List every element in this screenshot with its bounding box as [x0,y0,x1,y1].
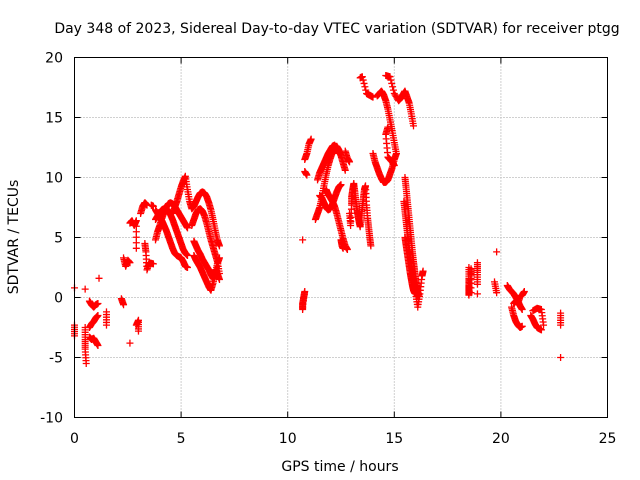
data-point-marker [392,150,400,157]
data-point-marker [520,288,528,295]
data-points [71,72,565,367]
data-point-marker [467,289,475,297]
axis-ticks: 0 5 10 15 20 25 -10 -5 0 5 10 15 20 [40,51,616,448]
data-point-marker [183,224,191,232]
y-tick-label: -5 [49,351,63,367]
data-point-marker [126,259,134,267]
data-point-marker [215,242,223,250]
data-point-marker [149,260,157,268]
data-point-marker [346,158,354,166]
y-tick-label: 5 [54,231,63,247]
data-point-marker [409,122,417,130]
data-point-marker [183,252,191,259]
data-point-marker [299,303,307,311]
x-tick-label: 5 [177,431,186,447]
data-point-marker [386,73,394,81]
data-point-marker [343,246,351,253]
data-point-marker [369,93,377,101]
data-point-marker [358,73,366,81]
data-point-marker [215,254,223,262]
data-point-marker [335,150,343,157]
data-point-marker [518,322,526,330]
data-point-marker [473,259,481,267]
data-point-marker [493,289,501,297]
data-point-marker [81,285,89,293]
data-point-marker [94,300,102,307]
data-point-marker [299,236,307,244]
data-point-marker [389,83,397,91]
data-point-marker [134,327,142,335]
data-point-marker [307,135,315,143]
x-tick-label: 10 [279,431,297,447]
x-tick-label: 15 [385,431,403,447]
data-point-marker [540,321,548,329]
data-point-marker [557,321,565,329]
data-point-marker [387,76,395,84]
data-point-marker [389,86,397,94]
data-point-marker [537,326,545,334]
data-point-marker [94,342,102,349]
y-tick-label: -10 [40,411,63,427]
data-point-marker [120,301,128,309]
data-point-marker [362,86,370,94]
y-axis-label: SDTVAR / TECUs [6,180,22,295]
data-point-marker [557,354,565,361]
x-tick-label: 0 [70,431,79,447]
data-point-marker [337,181,345,189]
data-point-marker [303,171,311,179]
data-point-marker [419,267,427,275]
data-point-marker [359,76,367,84]
data-point-marker [518,306,526,313]
data-point-marker [132,244,140,252]
y-tick-label: 15 [45,111,63,127]
data-point-marker [360,79,368,87]
data-point-marker [102,308,110,316]
data-point-marker [367,242,375,250]
y-tick-label: 0 [54,291,63,307]
x-tick-label: 20 [492,431,510,447]
chart-title: Day 348 of 2023, Sidereal Day-to-day VTE… [54,21,619,37]
data-point-marker [82,360,90,367]
data-point-marker [95,274,103,282]
data-point-marker [149,202,157,210]
data-point-marker [126,339,134,347]
data-point-marker [339,244,347,252]
data-point-marker [183,264,191,271]
data-point-marker [473,290,481,298]
y-tick-label: 10 [45,171,63,187]
y-tick-label: 20 [45,51,63,67]
data-point-marker [390,162,398,169]
data-point-marker [388,79,396,87]
data-point-marker [215,276,223,283]
data-point-marker [361,83,369,91]
data-point-marker [341,166,349,174]
x-tick-label: 25 [599,431,617,447]
data-point-marker [493,248,501,256]
data-point-marker [94,312,102,319]
x-axis-label: GPS time / hours [281,459,398,475]
